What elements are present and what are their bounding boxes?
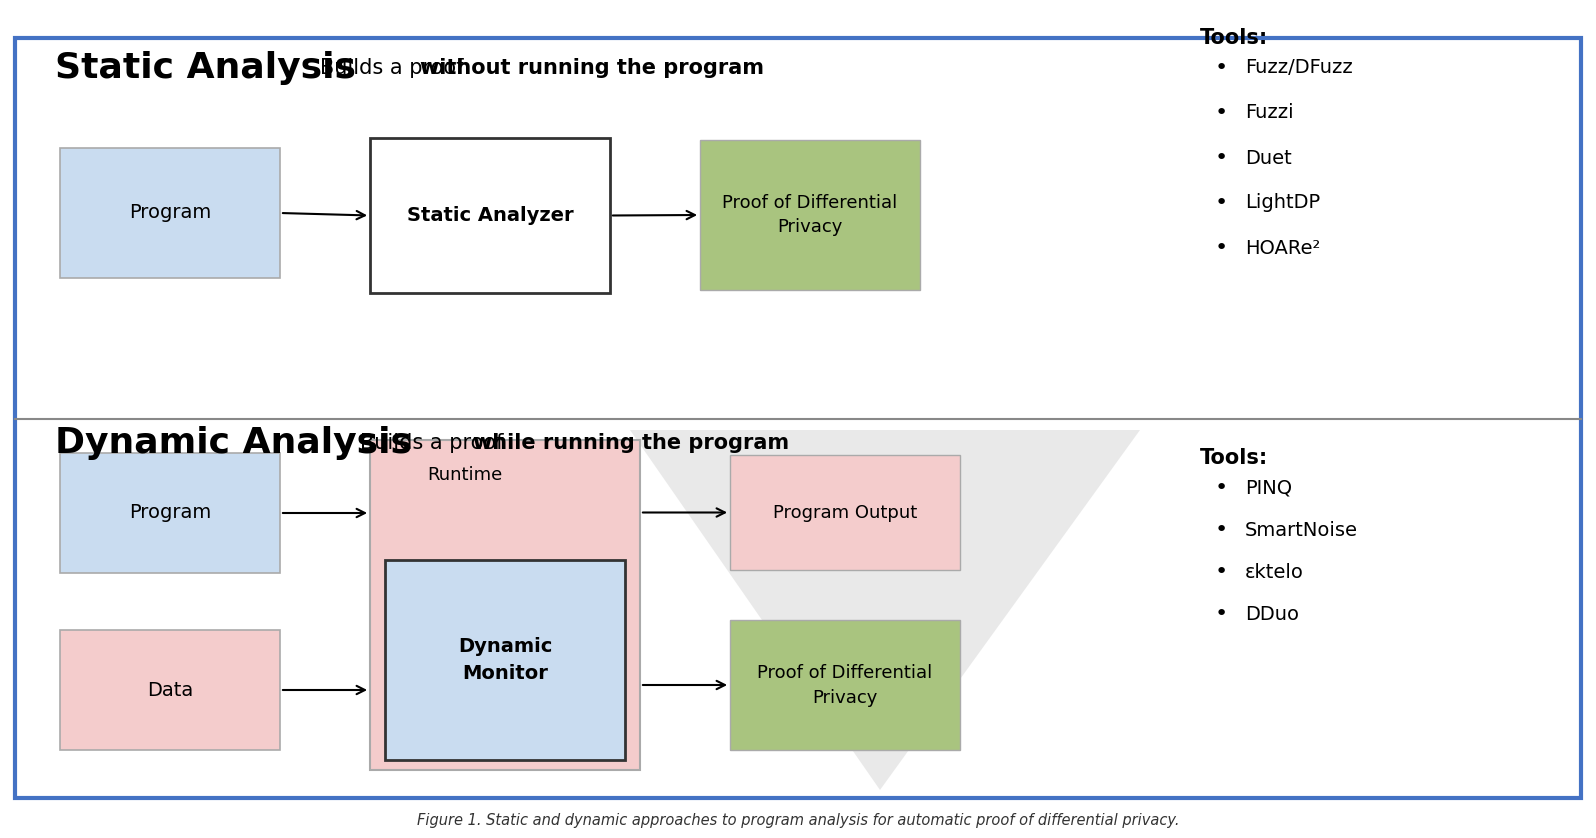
Text: Figure 1. Static and dynamic approaches to program analysis for automatic proof : Figure 1. Static and dynamic approaches … bbox=[417, 813, 1179, 827]
FancyBboxPatch shape bbox=[370, 440, 640, 770]
FancyBboxPatch shape bbox=[14, 38, 1582, 798]
Text: Program: Program bbox=[129, 204, 211, 223]
Text: Tools:: Tools: bbox=[1200, 28, 1269, 48]
Text: Program: Program bbox=[129, 504, 211, 523]
Text: Builds a proof: Builds a proof bbox=[361, 433, 511, 453]
Text: Dynamic
Monitor: Dynamic Monitor bbox=[458, 637, 552, 683]
Text: •: • bbox=[1215, 604, 1229, 624]
Text: HOARe²: HOARe² bbox=[1245, 239, 1320, 257]
Text: DDuo: DDuo bbox=[1245, 604, 1299, 623]
FancyBboxPatch shape bbox=[61, 148, 279, 278]
Text: •: • bbox=[1215, 478, 1229, 498]
Text: Fuzzi: Fuzzi bbox=[1245, 104, 1294, 122]
FancyBboxPatch shape bbox=[729, 455, 961, 570]
Text: •: • bbox=[1215, 562, 1229, 582]
Text: Fuzz/DFuzz: Fuzz/DFuzz bbox=[1245, 59, 1353, 77]
Text: •: • bbox=[1215, 193, 1229, 213]
Text: while running the program: while running the program bbox=[472, 433, 788, 453]
FancyBboxPatch shape bbox=[701, 140, 919, 290]
Text: Data: Data bbox=[147, 680, 193, 700]
Polygon shape bbox=[630, 430, 1140, 790]
FancyBboxPatch shape bbox=[385, 560, 626, 760]
Text: Proof of Differential
Privacy: Proof of Differential Privacy bbox=[758, 664, 932, 706]
Text: Static Analyzer: Static Analyzer bbox=[407, 206, 573, 225]
Text: •: • bbox=[1215, 58, 1229, 78]
Text: Dynamic Analysis: Dynamic Analysis bbox=[54, 426, 412, 460]
Text: Runtime: Runtime bbox=[428, 466, 503, 484]
Text: •: • bbox=[1215, 103, 1229, 123]
Text: Tools:: Tools: bbox=[1200, 448, 1269, 468]
Text: εktelo: εktelo bbox=[1245, 562, 1304, 582]
Text: Builds a proof: Builds a proof bbox=[321, 58, 471, 78]
Text: without running the program: without running the program bbox=[420, 58, 764, 78]
Text: SmartNoise: SmartNoise bbox=[1245, 520, 1358, 540]
FancyBboxPatch shape bbox=[61, 453, 279, 573]
Text: •: • bbox=[1215, 520, 1229, 540]
FancyBboxPatch shape bbox=[61, 630, 279, 750]
Text: •: • bbox=[1215, 148, 1229, 168]
FancyBboxPatch shape bbox=[729, 620, 961, 750]
Text: Program Output: Program Output bbox=[772, 504, 918, 521]
Text: Duet: Duet bbox=[1245, 148, 1291, 168]
Text: Proof of Differential
Privacy: Proof of Differential Privacy bbox=[723, 194, 897, 236]
Text: LightDP: LightDP bbox=[1245, 194, 1320, 213]
Text: •: • bbox=[1215, 238, 1229, 258]
Text: Static Analysis: Static Analysis bbox=[54, 51, 356, 85]
Text: PINQ: PINQ bbox=[1245, 478, 1293, 498]
FancyBboxPatch shape bbox=[370, 138, 610, 293]
